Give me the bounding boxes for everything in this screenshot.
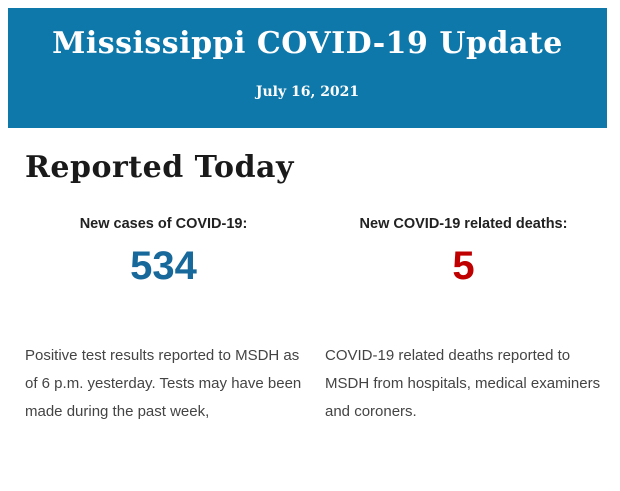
- new-deaths-label: New COVID-19 related deaths:: [359, 216, 568, 232]
- page-title: Reported Today: [25, 150, 294, 185]
- main-content: Reported Today New cases of COVID-19: 53…: [0, 150, 620, 426]
- new-deaths-description: COVID-19 related deaths reported to MSDH…: [325, 347, 601, 420]
- new-cases-label: New cases of COVID-19:: [79, 216, 248, 232]
- stat-card-new-deaths: New COVID-19 related deaths: 5 COVID-19 …: [325, 216, 602, 426]
- header-banner: Mississippi COVID-19 Update July 16, 202…: [8, 8, 607, 128]
- stat-card-new-cases: New cases of COVID-19: 534 Positive test…: [25, 216, 302, 426]
- stats-grid: New cases of COVID-19: 534 Positive test…: [25, 216, 600, 426]
- new-cases-description: Positive test results reported to MSDH a…: [25, 347, 302, 420]
- banner-title: Mississippi COVID-19 Update: [52, 26, 563, 61]
- new-cases-value: 534: [130, 244, 197, 288]
- banner-date: July 16, 2021: [255, 84, 360, 100]
- new-deaths-value: 5: [452, 244, 475, 288]
